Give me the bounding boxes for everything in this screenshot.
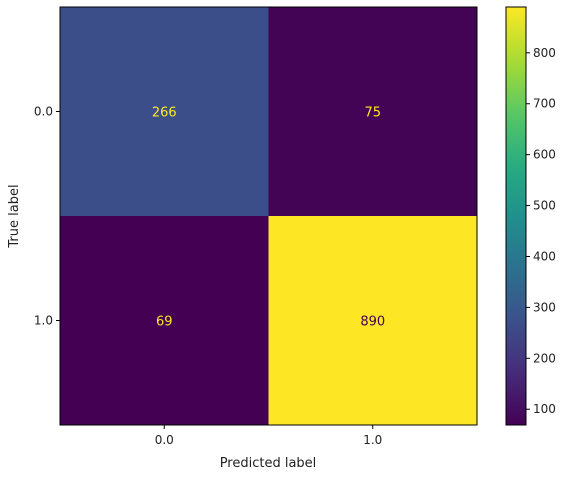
heatmap-cell <box>268 216 478 426</box>
y-tick-label: 0.0 <box>34 105 53 119</box>
colorbar-tick-label: 800 <box>533 46 556 60</box>
x-tick-label: 0.0 <box>155 433 174 447</box>
cell-value-label: 69 <box>156 315 173 330</box>
x-axis-ticks: 0.0 1.0 <box>155 425 382 447</box>
cell-value-label: 890 <box>360 315 385 330</box>
colorbar-ticks: 100 200 300 400 500 600 700 800 <box>526 46 556 416</box>
colorbar-tick-label: 100 <box>533 402 556 416</box>
heatmap-cell <box>60 216 269 426</box>
colorbar <box>505 6 527 426</box>
y-tick-label: 1.0 <box>34 314 53 328</box>
colorbar-tick-label: 600 <box>533 148 556 162</box>
heatmap-cells: 266 75 69 890 <box>60 7 478 426</box>
x-axis-title: Predicted label <box>220 456 317 471</box>
heatmap-cell <box>268 7 478 217</box>
cell-value-label: 266 <box>152 106 177 121</box>
colorbar-tick-label: 400 <box>533 249 556 263</box>
colorbar-tick-label: 500 <box>533 199 556 213</box>
cell-value-label: 75 <box>364 106 381 121</box>
heatmap-cell <box>60 7 269 217</box>
plot-frame <box>59 6 478 426</box>
y-axis-title: True label <box>7 184 22 248</box>
x-tick-label: 1.0 <box>363 433 382 447</box>
colorbar-tick-label: 700 <box>533 97 556 111</box>
colorbar-tick-label: 300 <box>533 300 556 314</box>
y-axis-ticks: 0.0 1.0 <box>34 105 60 328</box>
colorbar-tick-label: 200 <box>533 351 556 365</box>
